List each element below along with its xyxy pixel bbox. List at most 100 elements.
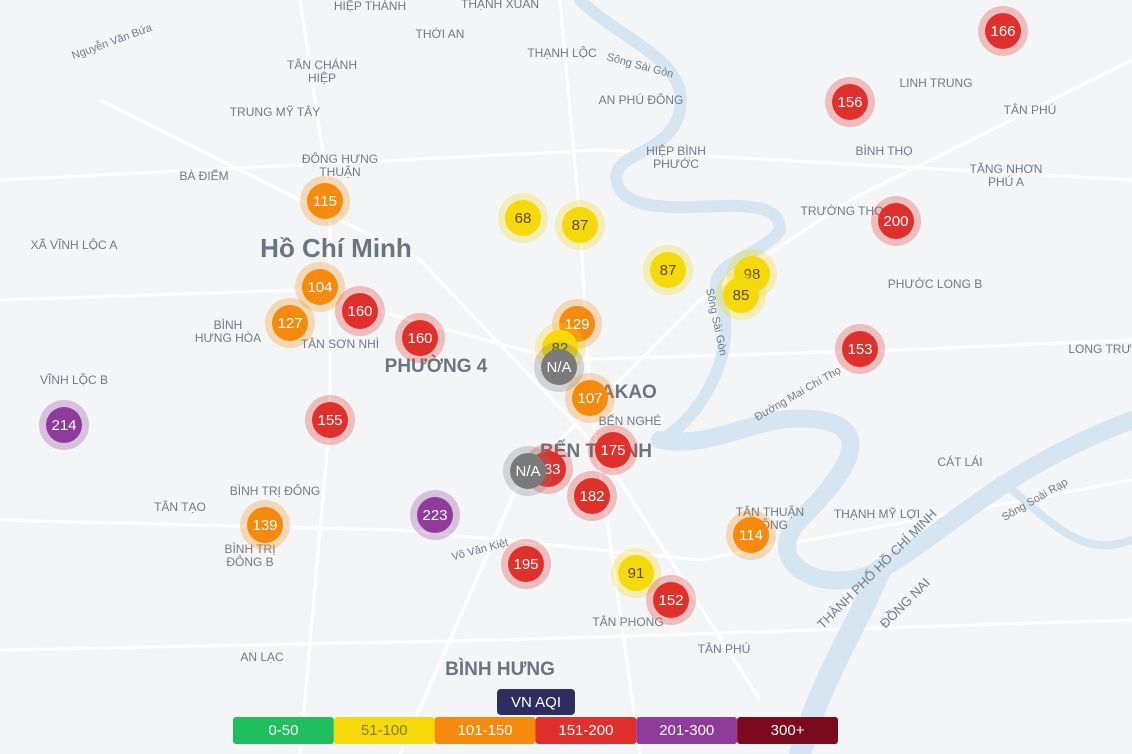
place-label-line: HIỆP THÀNH — [334, 0, 406, 13]
marker-dot — [653, 582, 689, 618]
marker-value: 155 — [317, 412, 342, 429]
marker-value: 87 — [660, 262, 677, 279]
place-label-line: HIỆP — [308, 70, 336, 85]
place-label-line: TÂN CHÁNH — [287, 57, 357, 72]
aqi-marker[interactable]: 175 — [588, 425, 638, 475]
place-label: ĐÔNG HƯNG THUẬN — [302, 151, 378, 179]
marker-dot — [985, 13, 1021, 49]
aqi-marker[interactable]: 114 — [726, 510, 776, 560]
place-label-line: TĂNG NHƠN — [970, 161, 1043, 176]
aqi-marker[interactable]: 139 — [240, 500, 290, 550]
aqi-marker[interactable]: 87 — [555, 200, 605, 250]
marker-dot — [402, 320, 438, 356]
aqi-marker[interactable]: 129 — [552, 299, 602, 349]
place-label: Hồ Chí Minh — [260, 233, 412, 263]
marker-value: 87 — [572, 217, 589, 234]
place-label-line: PHƯỜNG 4 — [385, 355, 488, 377]
aqi-marker[interactable]: 107 — [565, 373, 615, 423]
marker-value: 156 — [837, 94, 862, 111]
aqi-marker[interactable]: 160 — [335, 286, 385, 336]
aqi-marker[interactable]: 182 — [567, 471, 617, 521]
place-label: AN PHÚ ĐÔNG — [599, 92, 684, 107]
place-label-line: LINH TRUNG — [899, 76, 972, 90]
legend-swatch — [434, 717, 536, 744]
marker-dot — [650, 252, 686, 288]
place-label-line: PHƯỚC — [653, 156, 699, 171]
aqi-marker[interactable]: 200 — [871, 196, 921, 246]
marker-dot — [510, 453, 546, 489]
place-label-line: XÃ VĨNH LỘC A — [31, 237, 118, 252]
marker-dot — [878, 203, 914, 239]
legend-label: 51-100 — [361, 722, 408, 739]
place-label: TÂN SƠN NHÌ — [301, 336, 379, 351]
marker-value: 160 — [347, 303, 372, 320]
place-label-line: ĐÔNG HƯNG — [302, 151, 378, 166]
aqi-marker[interactable]: 214 — [39, 400, 89, 450]
marker-value: 182 — [579, 488, 604, 505]
aqi-marker[interactable]: 91 — [611, 548, 661, 598]
place-label: THẠNH MỸ LỢI — [834, 507, 920, 521]
place-label-line: AN PHÚ ĐÔNG — [599, 92, 684, 107]
marker-value: 107 — [577, 390, 602, 407]
place-label-line: CÁT LÁI — [937, 454, 982, 469]
aqi-marker[interactable]: 223 — [410, 490, 460, 540]
place-label: THẠNH LỘC — [527, 45, 597, 60]
aqi-marker[interactable]: N/A — [503, 446, 553, 496]
aqi-marker[interactable]: 127 — [265, 298, 315, 348]
marker-value: 200 — [883, 213, 908, 230]
aqi-marker[interactable]: 104 — [295, 262, 345, 312]
aqi-marker[interactable]: 155 — [305, 395, 355, 445]
place-label-line: VĨNH LỘC B — [40, 372, 108, 387]
place-label-line: LONG TRƯ — [1068, 342, 1131, 356]
place-label: PHƯỜNG 4 — [385, 355, 488, 377]
aqi-marker[interactable]: N/A — [534, 342, 584, 392]
aqi-marker[interactable]: 87 — [643, 245, 693, 295]
place-label: THẠNH XUÂN — [461, 0, 539, 11]
marker-dot — [595, 432, 631, 468]
marker-dot — [508, 546, 544, 582]
place-label: CÁT LÁI — [937, 454, 982, 469]
marker-value: 68 — [515, 210, 532, 227]
place-label-line: THẠNH XUÂN — [461, 0, 539, 11]
aqi-marker[interactable]: 115 — [300, 176, 350, 226]
place-label-line: TÂN PHÚ — [1004, 102, 1057, 117]
marker-value: 114 — [739, 527, 763, 544]
place-label: TÂN CHÁNH HIỆP — [287, 57, 357, 85]
place-label-line: BÌNH THỌ — [855, 143, 912, 158]
aqi-marker[interactable]: 152 — [646, 575, 696, 625]
legend-label: 201-300 — [659, 722, 714, 739]
marker-dot — [505, 200, 541, 236]
place-label: VĨNH LỘC B — [40, 372, 108, 387]
legend-label: 0-50 — [268, 722, 298, 739]
marker-dot — [572, 380, 608, 416]
aqi-marker[interactable]: 85 — [716, 270, 766, 320]
place-label-line: BÀ ĐIỂM — [179, 168, 228, 183]
marker-value: 195 — [513, 556, 538, 573]
aqi-marker[interactable]: 68 — [498, 193, 548, 243]
legend-label: 101-150 — [458, 722, 513, 739]
place-label: BÌNH HƯNG HÒA — [195, 317, 261, 345]
aqi-marker[interactable]: 156 — [825, 77, 875, 127]
marker-value: 152 — [658, 592, 683, 609]
place-label-line: Hồ Chí Minh — [260, 233, 412, 263]
marker-value: 91 — [628, 565, 645, 582]
place-label: TRƯỜNG THỌ — [801, 203, 884, 218]
place-label: TÂN PHÚ — [698, 641, 751, 656]
marker-value: 85 — [733, 287, 750, 304]
place-label-line: TÂN TẠO — [154, 499, 206, 514]
marker-dot — [342, 293, 378, 329]
marker-dot — [723, 277, 759, 313]
place-label: TĂNG NHƠN PHÚ A — [970, 161, 1043, 189]
aqi-marker[interactable]: 160 — [395, 313, 445, 363]
aqi-marker[interactable]: 195 — [501, 539, 551, 589]
marker-dot — [842, 331, 878, 367]
place-label: LINH TRUNG — [899, 76, 972, 90]
aqi-marker[interactable]: 166 — [978, 6, 1028, 56]
marker-value: 153 — [847, 341, 872, 358]
legend-swatch — [333, 717, 435, 744]
aqi-marker[interactable]: 153 — [835, 324, 885, 374]
marker-dot — [247, 507, 283, 543]
marker-dot — [302, 269, 338, 305]
